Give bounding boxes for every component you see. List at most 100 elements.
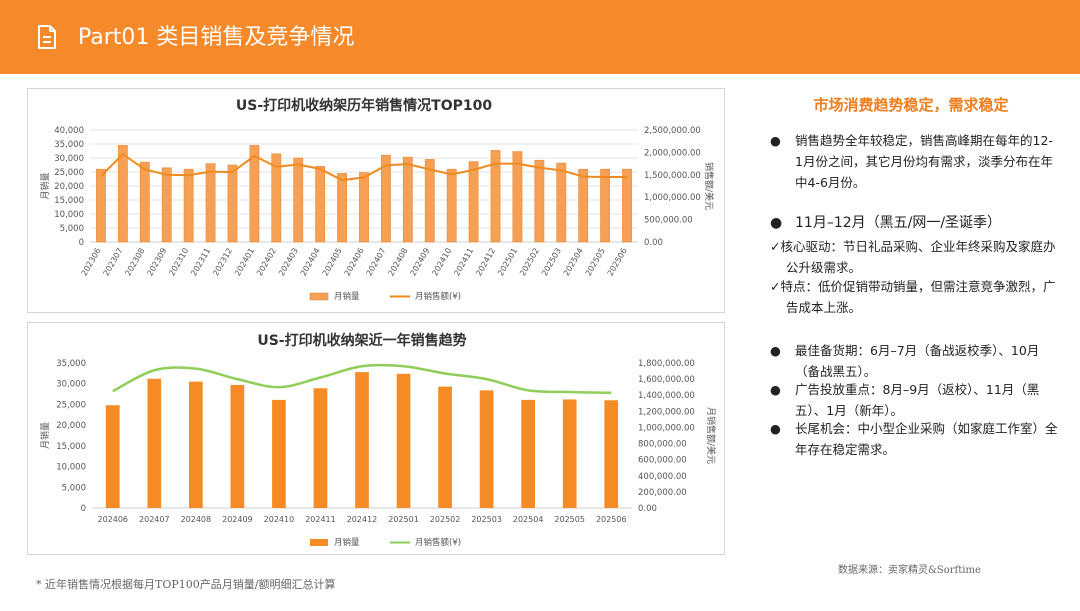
bar xyxy=(622,168,632,243)
bar xyxy=(227,164,238,243)
x-tick-label: 202410 xyxy=(264,515,295,524)
y-tick-label: 10,000 xyxy=(56,463,86,473)
y2-tick-label: 800,000.00 xyxy=(638,440,687,450)
history-chart: US-打印机收纳架历年销售情况TOP100 40,000 35,000 30,000 2… xyxy=(39,97,715,302)
x-tick-label: 202411 xyxy=(305,515,336,524)
y2-tick-label: 1,500,000.00 xyxy=(644,171,701,181)
y2-tick-label: 1,600,000.00 xyxy=(638,375,695,385)
bar xyxy=(249,145,260,243)
bar xyxy=(105,405,120,508)
chart-panel-history: US-打印机收纳架历年销售情况TOP100 40,000 35,000 30,000 2… xyxy=(27,88,725,313)
y-tick-label: 5,000 xyxy=(60,224,84,234)
x-tick-label: 202312 xyxy=(211,247,234,278)
x-tick-label: 202409 xyxy=(408,247,431,278)
check-item-features: ✓特点：低价促销带动销量，但需注意竞争激烈，广告成本上涨。 xyxy=(770,276,1060,318)
x-tick-label: 202309 xyxy=(145,247,168,278)
legend-label: 月销量 xyxy=(334,291,360,302)
y-tick-label: 30,000 xyxy=(54,154,84,164)
bar xyxy=(205,163,216,243)
x-tick-label: 202306 xyxy=(80,247,103,278)
check-text: 特点：低价促销带动销量，但需注意竞争激烈，广告成本上涨。 xyxy=(780,279,1056,315)
bar xyxy=(479,390,494,508)
bar xyxy=(521,399,536,508)
bar xyxy=(139,161,150,243)
check-icon: ✓ xyxy=(770,239,781,254)
bullet-item-trend: ● 销售趋势全年较稳定，销售高峰期在每年的12-1月份之间，其它月份均有需求，淡… xyxy=(770,130,1060,193)
x-tick-label: 202407 xyxy=(139,515,170,524)
series-line xyxy=(100,153,628,182)
check-text: 核心驱动：节日礼品采购、企业年终采购及家庭办公升级需求。 xyxy=(780,239,1056,275)
y2-tick-label: 1,200,000.00 xyxy=(638,407,695,417)
y-tick-label: 40,000 xyxy=(54,126,84,136)
bullet-text: 长尾机会：中小型企业采购（如家庭工作室）全年存在稳定需求。 xyxy=(795,421,1058,457)
x-tick-label: 202406 xyxy=(97,515,128,524)
y-tick-label: 25,000 xyxy=(56,400,86,410)
bullet-text: 最佳备货期：6月–7月（备战返校季）、10月（备战黑五）。 xyxy=(795,343,1040,379)
bar xyxy=(534,159,545,243)
recent-chart: US-打印机收纳架近一年销售趋势 35,000 30,000 25,000 20,000… xyxy=(39,332,717,548)
bullet-icon: ● xyxy=(770,343,781,358)
y2-tick-label: 600,000.00 xyxy=(638,456,687,466)
x-tick-label: 202505 xyxy=(584,247,607,278)
chart-title: US-打印机收纳架近一年销售趋势 xyxy=(257,332,466,349)
series-line xyxy=(112,363,612,395)
y2-tick-label: 1,000,000.00 xyxy=(638,423,695,433)
y-tick-label: 15,000 xyxy=(54,196,84,206)
bar xyxy=(313,388,328,508)
bar xyxy=(396,373,411,508)
bar xyxy=(96,168,106,243)
page-header: Part01 类目销售及竞争情况 xyxy=(0,0,1080,74)
bar xyxy=(272,399,286,508)
x-tick-label: 202505 xyxy=(554,515,585,524)
x-tick-label: 202506 xyxy=(596,515,627,524)
y-tick-label: 15,000 xyxy=(56,442,86,452)
bar xyxy=(271,153,282,243)
y2-axis-title: 月销售额/美元 xyxy=(705,407,717,464)
x-tick-label: 202410 xyxy=(430,247,453,278)
x-tick-label: 202501 xyxy=(496,247,519,278)
legend-label: 月销售额(¥) xyxy=(415,537,461,548)
legend-swatch-bar xyxy=(309,292,329,301)
check-item-drivers: ✓核心驱动：节日礼品采购、企业年终采购及家庭办公升级需求。 xyxy=(770,236,1060,278)
y-tick-label: 0 xyxy=(81,504,86,514)
y-axis-title: 月销量 xyxy=(39,172,51,199)
y-tick-label: 5,000 xyxy=(62,483,86,493)
bullet-item-ads: ● 广告投放重点：8月–9月（返校）、11月（黑五）、1月（新年）。 xyxy=(770,379,1060,421)
y-tick-label: 25,000 xyxy=(54,168,84,178)
y2-tick-label: 1,400,000.00 xyxy=(638,391,695,401)
x-tick-label: 202408 xyxy=(387,247,410,278)
bar xyxy=(188,381,203,508)
bar xyxy=(337,173,347,243)
bar xyxy=(381,154,391,243)
y2-tick-label: 0.00 xyxy=(644,238,663,248)
bar xyxy=(293,157,304,243)
data-source: 数据来源：卖家精灵&Sorftime xyxy=(838,565,981,576)
x-tick-label: 202406 xyxy=(343,247,366,278)
x-tick-label: 202404 xyxy=(299,247,322,278)
footnote: * 近年销售情况根据每月TOP100产品月销量/额明细汇总计算 xyxy=(36,578,336,591)
x-tick-label: 202401 xyxy=(233,247,256,278)
y-tick-label: 35,000 xyxy=(56,359,86,369)
bar xyxy=(556,162,567,243)
y2-tick-label: 400,000.00 xyxy=(638,472,687,482)
bullet-icon: ● xyxy=(770,382,781,397)
y-axis-title: 月销量 xyxy=(39,422,51,449)
y2-tick-label: 2,500,000.00 xyxy=(644,126,701,136)
bullet-icon: ● xyxy=(770,133,781,148)
x-tick-label: 202308 xyxy=(123,247,146,278)
bar xyxy=(578,168,589,243)
x-tick-label: 202311 xyxy=(189,247,212,278)
bar xyxy=(147,378,162,508)
x-tick-label: 202403 xyxy=(277,247,300,278)
legend-label: 月销量 xyxy=(334,537,360,548)
y-tick-label: 30,000 xyxy=(56,380,86,390)
bar xyxy=(183,168,194,243)
document-icon xyxy=(38,25,56,49)
chart-panel-recent: US-打印机收纳架近一年销售趋势 35,000 30,000 25,000 20,000… xyxy=(27,322,725,555)
bar xyxy=(438,386,452,508)
bullet-item-stocking: ● 最佳备货期：6月–7月（备战返校季）、10月（备战黑五）。 xyxy=(770,340,1060,382)
y2-tick-label: 2,000,000.00 xyxy=(644,148,701,158)
bullet-item-peak-season: ● 11月–12月（黑五/网一/圣诞季） xyxy=(770,213,1060,234)
chart-title: US-打印机收纳架历年销售情况TOP100 xyxy=(236,97,492,114)
x-tick-label: 202408 xyxy=(181,515,212,524)
